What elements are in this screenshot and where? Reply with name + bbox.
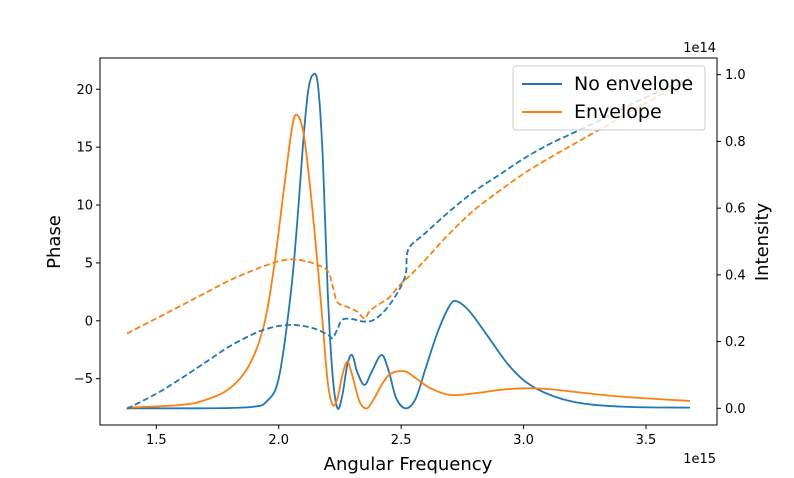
legend-label-no-envelope: No envelope <box>574 73 693 95</box>
left-axis-label: Phase <box>44 215 65 269</box>
right-y-tick-label: 0.2 <box>725 335 746 350</box>
series-layer <box>126 72 691 410</box>
ticks-layer: 1.5 2.0 2.5 3.0 3.5 20 15 10 5 0 −5 0.0 0.2 0.4 0.6 0.8… <box>74 68 746 448</box>
x-tick-label: 3.5 <box>636 433 657 448</box>
left-y-tick-label: −5 <box>74 372 93 387</box>
right-offset-label: 1e14 <box>683 41 716 56</box>
left-y-tick-label: 15 <box>76 141 93 156</box>
plot-frame <box>99 57 718 426</box>
series-line-envelope-left-dashed <box>126 76 691 335</box>
x-tick-label: 3.0 <box>513 433 534 448</box>
left-y-tick-label: 20 <box>76 83 93 98</box>
x-axis-label: Angular Frequency <box>324 454 493 475</box>
x-tick-label: 2.0 <box>268 433 289 448</box>
right-axis-label: Intensity <box>752 202 773 281</box>
x-tick-label: 2.5 <box>391 433 412 448</box>
series-line-no-envelope-right-solid <box>126 72 691 410</box>
legend-frame <box>512 65 706 131</box>
left-y-tick-label: 10 <box>76 199 93 214</box>
legend: No envelope Envelope <box>512 65 706 131</box>
right-y-tick-label: 0.0 <box>725 402 746 417</box>
right-y-tick-label: 0.4 <box>725 268 746 283</box>
right-y-tick-label: 1.0 <box>725 68 746 83</box>
right-y-tick-label: 0.8 <box>725 135 746 150</box>
x-tick-label: 1.5 <box>146 433 167 448</box>
left-y-tick-label: 0 <box>85 314 93 329</box>
right-y-tick-label: 0.6 <box>725 202 746 217</box>
x-offset-label: 1e15 <box>683 452 716 467</box>
left-y-tick-label: 5 <box>85 256 93 271</box>
series-line-envelope-right-solid <box>126 113 691 410</box>
series-line-no-envelope-left-dashed <box>126 76 691 410</box>
legend-label-envelope: Envelope <box>574 101 662 123</box>
